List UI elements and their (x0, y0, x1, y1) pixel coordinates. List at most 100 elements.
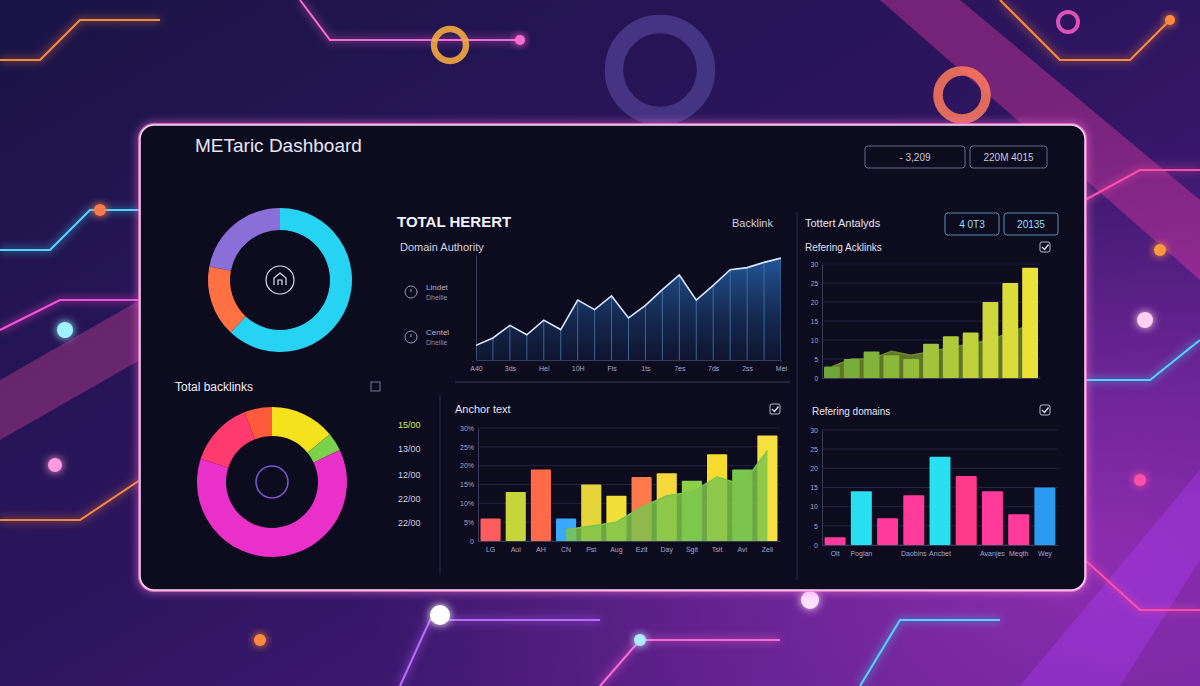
y-tick: 15 (810, 484, 822, 491)
panel-icon (371, 382, 380, 391)
chart-subtitle: Domain Authority (400, 241, 484, 253)
x-tick-label: Ancbet (929, 550, 951, 557)
circuit-line (0, 480, 140, 520)
bar (506, 492, 526, 541)
background-glow (0, 0, 1200, 686)
checkbox (1040, 242, 1050, 252)
circuit-line (860, 620, 1000, 686)
grid-line (478, 428, 780, 429)
donut-chart (208, 208, 352, 352)
dashboard-title: METaric Dashboard (195, 135, 362, 156)
stat-box (865, 146, 965, 168)
glow-dot (430, 605, 450, 625)
y-tick: 10 (810, 503, 822, 510)
y-axis-line (822, 431, 823, 546)
bar (824, 367, 840, 378)
drop-line (543, 320, 544, 360)
x-tick: 1ts (641, 365, 651, 372)
glow-dot (1134, 474, 1146, 486)
x-tick: Zeli (762, 546, 774, 553)
grid-line (478, 446, 780, 447)
checkbox (770, 404, 780, 414)
circuit-line (300, 0, 520, 40)
x-tick: Day (661, 546, 674, 554)
x-axis (823, 378, 1041, 379)
item-icon (411, 289, 412, 292)
side-label: 15/00 (398, 420, 421, 430)
chart-title: Refering domains (812, 406, 890, 417)
x-tick: Tsit (712, 546, 723, 553)
x-tick-label: Ezit (636, 546, 648, 553)
x-tick: Pogian (850, 550, 872, 558)
y-tick-label: 30 (811, 261, 819, 268)
x-tick-label: Day (661, 546, 674, 554)
y-tick: 15 (811, 318, 822, 325)
drop-line (577, 300, 578, 360)
chart-subtitle: Refering Acklinks (805, 242, 882, 253)
drop-line (594, 310, 595, 360)
plot-marks (824, 268, 1038, 378)
y-tick-label: 20 (810, 465, 818, 472)
bar (864, 351, 880, 378)
x-tick-label: Pogian (850, 550, 872, 558)
plot-marks (825, 457, 1056, 545)
drop-line (730, 270, 731, 360)
x-tick: Fis (607, 365, 617, 372)
checkmark (772, 407, 779, 412)
y-tick-label: 5 (814, 356, 818, 363)
x-axis: A403dsHei10HFis1ts7es7ds2ssMei (470, 361, 787, 372)
bar (943, 336, 959, 378)
bar (844, 359, 860, 378)
donut-slice (208, 267, 246, 333)
drop-line (492, 338, 493, 360)
x-tick-label: Daobins (901, 550, 927, 557)
bar (1002, 283, 1018, 378)
x-tick: Hei (539, 365, 550, 372)
y-tick-label: 25 (811, 280, 819, 287)
bar (923, 344, 939, 378)
x-tick-label: 10H (572, 365, 585, 372)
x-tick: Daobins (901, 550, 927, 557)
y-tick-label: 20% (460, 462, 474, 469)
side-label: 22/00 (398, 494, 421, 504)
drop-line (781, 258, 782, 360)
gear (938, 71, 986, 119)
decoration (0, 0, 1200, 686)
y-tick: 30 (811, 261, 822, 268)
item-sublabel: Dheilie (426, 339, 448, 346)
item-icon (411, 334, 412, 337)
background (0, 0, 1200, 686)
x-tick: LG (486, 546, 495, 553)
grid-line (822, 430, 1058, 431)
bar (877, 518, 898, 545)
y-tick: 5% (464, 519, 478, 526)
x-tick: A40 (470, 365, 483, 372)
x-tick-label: Pst (586, 546, 596, 553)
glow-dot (254, 634, 266, 646)
glow-dot (48, 458, 62, 472)
bar (1022, 268, 1038, 378)
circuit-line (1085, 560, 1200, 610)
x-tick-label: Fis (607, 365, 617, 372)
x-tick: Meqth (1009, 550, 1029, 558)
badge-text: 20135 (1017, 219, 1045, 230)
panel-glow (140, 125, 1085, 590)
y-tick: 15% (460, 481, 478, 488)
bar (531, 469, 551, 541)
x-tick-label: 2ss (742, 365, 753, 372)
x-tick: Ezit (636, 546, 648, 553)
x-tick: Wey (1038, 550, 1052, 558)
dashboard-canvas: METaric Dashboard- 3,209220M 4015Total b… (0, 0, 1200, 686)
bar (851, 491, 872, 545)
drop-line (747, 268, 748, 360)
bar (956, 476, 977, 545)
x-tick: Mei (776, 365, 788, 372)
circuit-line (0, 210, 140, 250)
y-tick: 0 (814, 375, 822, 382)
center-ring (256, 466, 288, 498)
separator (455, 382, 790, 383)
y-tick: 20 (811, 299, 822, 306)
header-underline (865, 182, 1047, 184)
x-tick: Pst (586, 546, 596, 553)
separator (440, 395, 441, 575)
